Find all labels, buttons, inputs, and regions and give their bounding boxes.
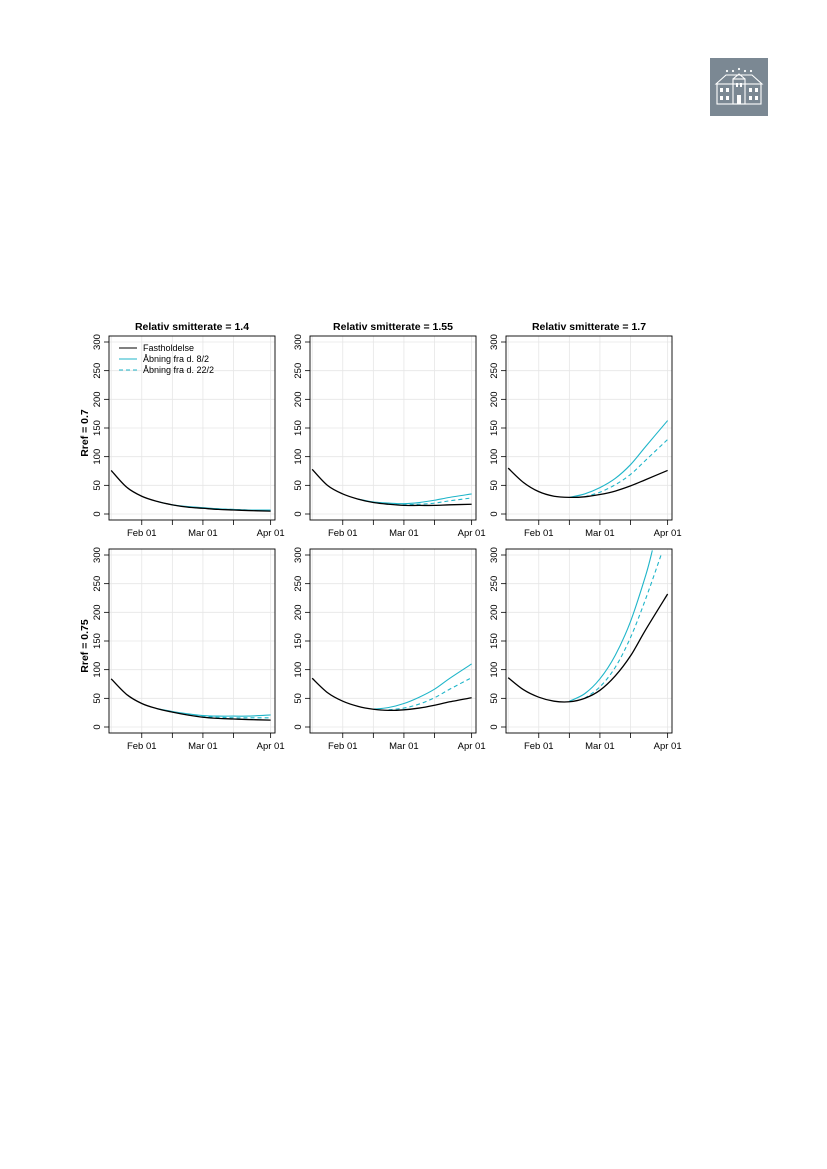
series-line-fastholdelse: [507, 467, 668, 499]
y-tick-label: 250: [489, 363, 500, 379]
chart-panel: 0 50 100 150 200 250 300 Feb 01 Mar 01 Apr 01 Rela…: [293, 321, 486, 539]
series-line-abning-8-2: [569, 420, 669, 498]
y-tick-label: 300: [293, 334, 304, 350]
series-line-abning-22-2: [187, 714, 271, 719]
series-line-fastholdelse: [110, 469, 271, 512]
legend-label: Åbning fra d. 22/2: [143, 365, 214, 375]
y-tick-label: 150: [293, 420, 304, 436]
y-tick-label: 250: [293, 576, 304, 592]
x-tick-label: Apr 01: [458, 741, 486, 752]
y-tick-label: 100: [489, 662, 500, 678]
x-tick-label: Feb 01: [328, 741, 358, 752]
y-tick-label: 250: [489, 576, 500, 592]
x-tick-label: Apr 01: [257, 741, 285, 752]
y-tick-label: 0: [293, 724, 304, 729]
chart-panel: 0 50 100 150 200 250 300 Feb 01 Mar 01 Apr 01 Rela…: [489, 321, 682, 539]
x-tick-label: Mar 01: [389, 528, 419, 539]
y-tick-label: 0: [92, 724, 103, 729]
legend-label: Fastholdelse: [143, 343, 194, 353]
y-tick-label: 200: [92, 604, 103, 620]
y-tick-label: 0: [293, 511, 304, 516]
y-tick-label: 250: [92, 363, 103, 379]
x-tick-label: Apr 01: [654, 528, 682, 539]
y-tick-label: 150: [489, 633, 500, 649]
y-tick-label: 200: [489, 391, 500, 407]
series-line-fastholdelse: [311, 677, 472, 712]
legend-label: Åbning fra d. 8/2: [143, 354, 209, 364]
y-tick-label: 200: [293, 391, 304, 407]
series-line-fastholdelse: [110, 678, 271, 721]
series-line-abning-8-2: [373, 663, 472, 710]
y-tick-label: 250: [92, 576, 103, 592]
y-tick-label: 200: [293, 604, 304, 620]
x-tick-label: Mar 01: [188, 528, 218, 539]
y-tick-label: 0: [489, 724, 500, 729]
y-tick-label: 300: [489, 334, 500, 350]
y-tick-label: 50: [92, 693, 103, 704]
chart-panel: 0 50 100 150 200 250 300 Feb 01 Mar 01 Apr 01 Rref…: [79, 547, 285, 752]
y-tick-label: 300: [489, 547, 500, 563]
x-tick-label: Apr 01: [654, 741, 682, 752]
y-tick-label: 50: [489, 480, 500, 491]
y-tick-label: 50: [293, 480, 304, 491]
x-tick-label: Feb 01: [524, 741, 554, 752]
x-tick-label: Mar 01: [585, 741, 615, 752]
x-tick-label: Feb 01: [127, 528, 157, 539]
x-tick-label: Apr 01: [458, 528, 486, 539]
x-tick-label: Apr 01: [257, 528, 285, 539]
y-tick-label: 300: [92, 547, 103, 563]
series-line-abning-22-2: [584, 439, 669, 498]
row-label: Rref = 0.7: [79, 409, 91, 457]
x-tick-label: Mar 01: [585, 528, 615, 539]
panel-title: Relativ smitterate = 1.4: [135, 321, 249, 333]
x-tick-label: Feb 01: [328, 528, 358, 539]
y-tick-label: 0: [92, 511, 103, 516]
building-logo-icon: [710, 58, 768, 116]
y-tick-label: 300: [92, 334, 103, 350]
chart-panel: 0 50 100 150 200 250 300 Feb 01 Mar 01 Apr 01: [293, 547, 486, 752]
x-tick-label: Mar 01: [188, 741, 218, 752]
series-line-abning-22-2: [388, 497, 472, 506]
y-tick-label: 50: [92, 480, 103, 491]
y-tick-label: 300: [293, 547, 304, 563]
series-line-abning-8-2: [569, 550, 653, 702]
chart-panel: 0 50 100 150 200 250 300 Feb 01 Mar 01 Apr 01: [489, 547, 682, 752]
y-tick-label: 150: [293, 633, 304, 649]
y-tick-label: 0: [489, 511, 500, 516]
panel-title: Relativ smitterate = 1.7: [532, 321, 646, 333]
x-tick-label: Mar 01: [389, 741, 419, 752]
panel-title: Relativ smitterate = 1.55: [333, 321, 453, 333]
y-tick-label: 200: [92, 391, 103, 407]
y-tick-label: 100: [293, 449, 304, 465]
x-tick-label: Feb 01: [524, 528, 554, 539]
x-tick-label: Feb 01: [127, 741, 157, 752]
y-tick-label: 150: [489, 420, 500, 436]
series-line-fastholdelse: [311, 468, 472, 507]
y-tick-label: 250: [293, 363, 304, 379]
y-tick-label: 150: [92, 633, 103, 649]
series-line-abning-22-2: [584, 554, 662, 699]
chart-panel: 0 50 100 150 200 250 300 Feb 01 Mar 01 Apr 01 Rela…: [79, 321, 285, 539]
y-tick-label: 100: [92, 449, 103, 465]
y-tick-label: 100: [293, 662, 304, 678]
row-label: Rref = 0.75: [79, 619, 91, 673]
y-tick-label: 50: [489, 693, 500, 704]
y-tick-label: 50: [293, 693, 304, 704]
y-tick-label: 200: [489, 604, 500, 620]
y-tick-label: 100: [489, 449, 500, 465]
y-tick-label: 150: [92, 420, 103, 436]
series-line-fastholdelse: [507, 593, 669, 703]
y-tick-label: 100: [92, 662, 103, 678]
